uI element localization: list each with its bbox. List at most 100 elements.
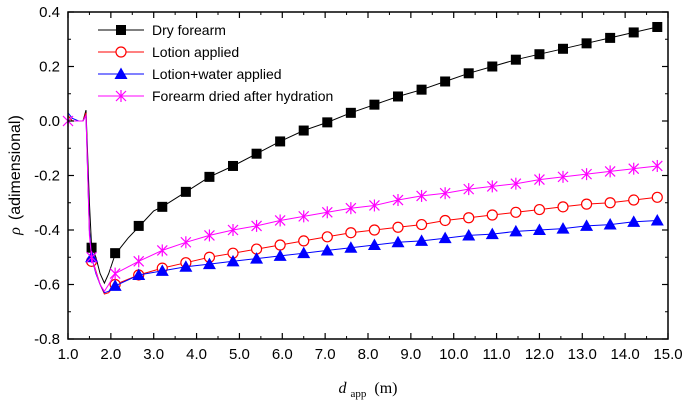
data-point — [274, 239, 286, 251]
data-point — [580, 198, 593, 210]
data-point — [251, 148, 262, 159]
legend: Dry forearm Lotion applied Lotion+water ap… — [98, 22, 333, 104]
data-point — [202, 257, 216, 270]
data-point — [628, 162, 640, 175]
x-tick-label: 4.0 — [186, 346, 207, 363]
data-point — [650, 213, 664, 226]
data-point — [204, 171, 215, 182]
data-point — [392, 221, 404, 233]
x-tick-label: 8.0 — [358, 346, 379, 363]
axes-layer: 1.0 2.0 3.0 4.0 5.0 6.0 7.0 8.0 9.0 10.0 11.0 12.0 1… — [34, 4, 682, 363]
data-point — [627, 215, 641, 227]
data-point — [532, 223, 546, 235]
data-point — [228, 160, 238, 171]
x-tick-label: 5.0 — [229, 346, 250, 363]
data-point — [438, 231, 452, 244]
data-point — [298, 235, 310, 247]
data-point — [227, 224, 239, 236]
data-point — [322, 117, 333, 128]
data-point — [180, 186, 191, 197]
data-point — [486, 209, 498, 221]
legend-label: Lotion applied — [152, 44, 239, 60]
data-point — [533, 203, 546, 216]
x-tick-label: 12.0 — [525, 346, 554, 363]
data-point — [604, 197, 616, 209]
series-lotion-water-applied — [67, 112, 664, 294]
legend-marker — [115, 90, 127, 102]
data-point — [345, 107, 356, 118]
data-point — [345, 202, 357, 215]
data-point — [180, 236, 192, 249]
data-point — [605, 32, 616, 43]
legend-marker — [114, 67, 128, 79]
x-tick-label: 13.0 — [568, 346, 597, 363]
data-point — [320, 243, 334, 256]
y-axis-text: (adimensional) — [7, 115, 24, 220]
y-tick-label: 0.2 — [39, 59, 60, 76]
data-point — [462, 228, 476, 241]
y-tick-label: -0.4 — [34, 222, 60, 239]
data-point — [509, 224, 523, 237]
data-point — [226, 254, 240, 267]
legend-label: Forearm dried after hydration — [152, 88, 333, 104]
data-point — [275, 136, 286, 147]
data-point — [298, 210, 310, 223]
data-point — [415, 218, 428, 231]
data-point — [463, 212, 475, 224]
data-point — [628, 194, 640, 206]
x-axis-unit: (m) — [374, 380, 397, 397]
data-point — [651, 191, 663, 203]
legend-item: Lotion+water applied — [98, 66, 282, 82]
x-tick-label: 9.0 — [400, 346, 421, 363]
data-point — [273, 249, 287, 261]
x-axis-title: d app (m) — [339, 380, 398, 401]
series-line — [67, 112, 658, 295]
data-point — [367, 238, 381, 250]
x-tick-label: 11.0 — [483, 346, 511, 363]
series-forearm-dried-after-hydration — [62, 113, 663, 293]
legend-item: Forearm dried after hydration — [98, 88, 333, 104]
data-point — [534, 173, 545, 186]
y-tick-label: 0.0 — [39, 113, 60, 130]
data-point — [179, 260, 193, 272]
data-point — [628, 27, 639, 38]
data-point — [298, 125, 309, 136]
data-point — [510, 177, 522, 190]
data-point — [155, 264, 169, 276]
series-lotion-applied — [67, 112, 663, 295]
data-point — [110, 248, 121, 259]
x-tick-label: 15.0 — [653, 346, 682, 363]
data-point — [651, 159, 663, 172]
data-point — [439, 214, 451, 227]
data-point — [321, 231, 333, 243]
data-point — [345, 227, 357, 239]
y-axis-title: ρ (adimensional) — [7, 115, 24, 236]
x-axis-symbol: d — [339, 380, 348, 397]
data-point — [369, 99, 380, 110]
data-point — [392, 194, 404, 207]
data-point — [415, 234, 429, 246]
data-point — [133, 255, 145, 268]
x-tick-label: 14.0 — [611, 346, 640, 363]
data-point — [557, 170, 569, 183]
data-point — [652, 21, 663, 32]
data-point — [274, 214, 286, 227]
legend-label: Dry forearm — [152, 22, 226, 38]
data-point — [369, 199, 380, 212]
data-point — [344, 241, 358, 253]
series-layer — [62, 21, 664, 295]
data-point — [604, 165, 616, 178]
data-point — [109, 267, 121, 280]
data-point — [510, 206, 522, 218]
data-point — [250, 252, 264, 264]
series-line — [68, 113, 658, 293]
x-tick-label: 10.0 — [439, 346, 468, 363]
series-dry-forearm — [67, 21, 663, 285]
data-point — [204, 229, 215, 242]
y-tick-label: -0.6 — [34, 277, 60, 294]
data-point — [108, 279, 122, 291]
x-axis-subscript: app — [351, 388, 367, 400]
data-point — [251, 219, 262, 232]
